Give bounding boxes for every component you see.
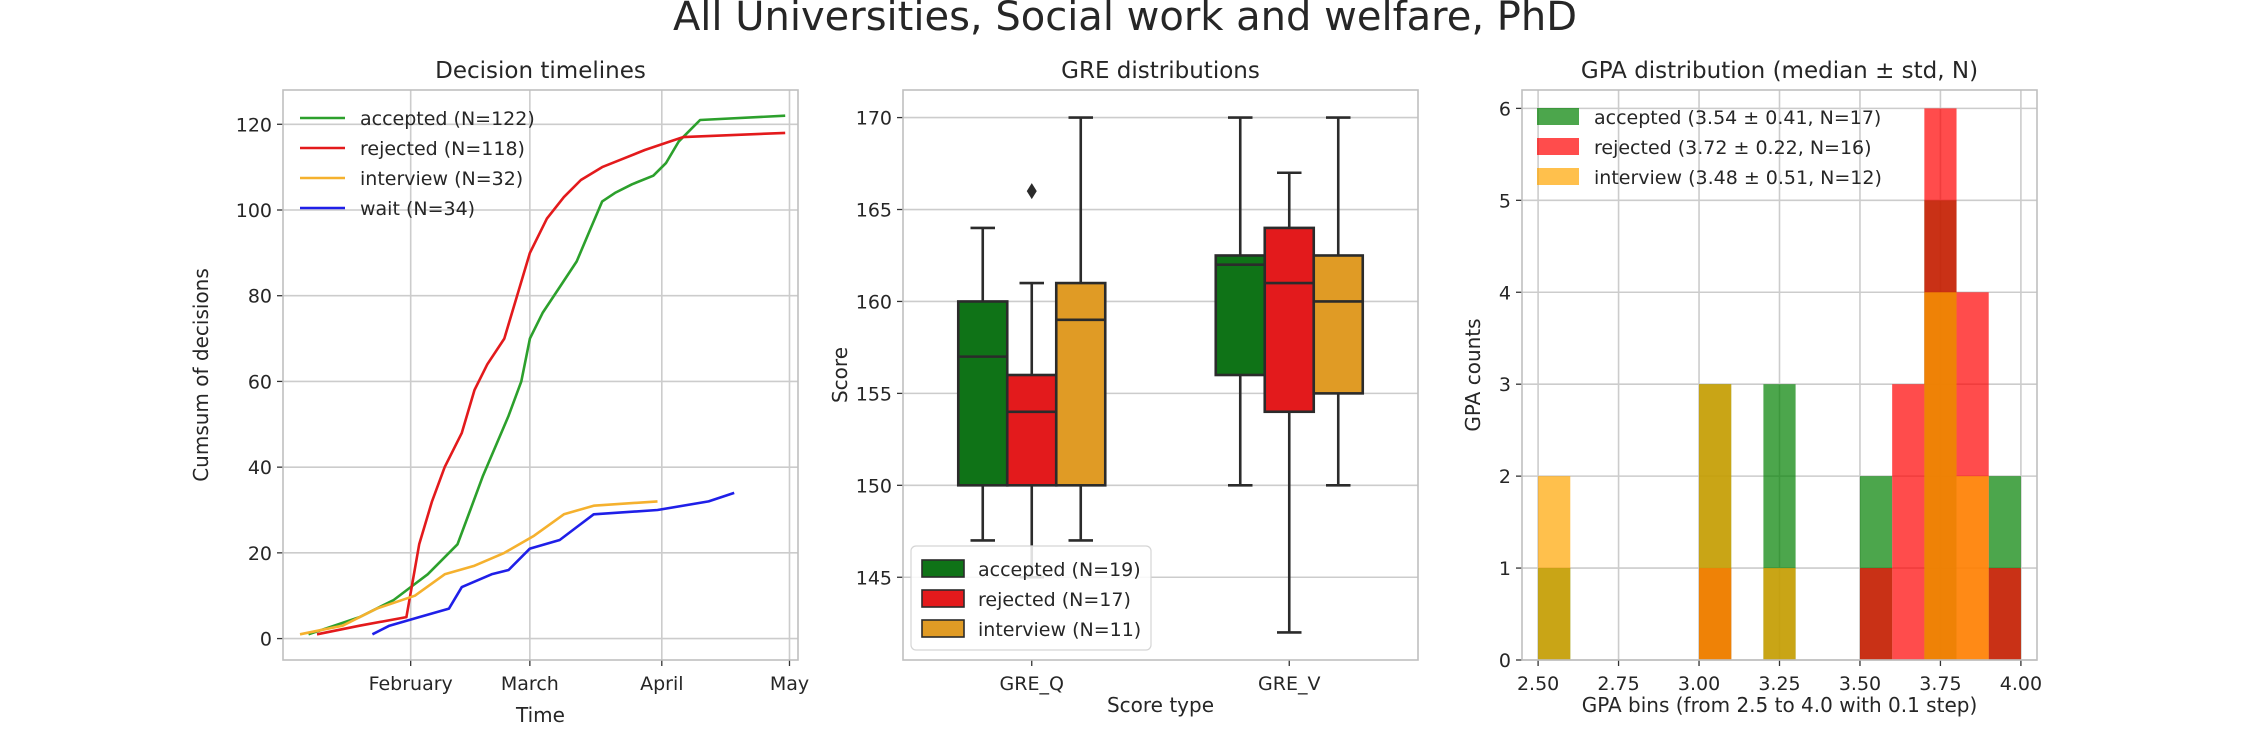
timeline-x-tick-label: April bbox=[640, 673, 683, 695]
timeline-x-tick-label: February bbox=[369, 673, 453, 695]
gpa-axes-frame bbox=[1521, 89, 2038, 661]
histogram-bar-interview bbox=[1763, 568, 1796, 660]
timeline-y-tick-label: 120 bbox=[236, 114, 272, 136]
gpa-distribution-panel: 0 1 2 3 4 5 6 2.50 2.75 3.00 3.25 3.50 3.75 4.00 GPA d… bbox=[1461, 58, 2042, 717]
gpa-x-tick-label: 3.00 bbox=[1678, 673, 1720, 695]
gre-y-tick-label: 145 bbox=[856, 567, 892, 589]
legend-label-interview: interview (N=32) bbox=[360, 168, 523, 190]
legend-label-accepted: accepted (N=19) bbox=[978, 559, 1141, 581]
gpa-y-axis-label: GPA counts bbox=[1461, 318, 1485, 431]
legend-label-accepted: accepted (3.54 ± 0.41, N=17) bbox=[1594, 107, 1881, 129]
gre-axes-frame bbox=[902, 89, 1419, 661]
gre-y-tick-label: 165 bbox=[856, 200, 892, 222]
gre-x-axis-label: Score type bbox=[1107, 693, 1214, 717]
gpa-y-tick-label: 5 bbox=[1499, 190, 1511, 212]
gpa-y-tick-label: 0 bbox=[1499, 650, 1511, 672]
timeline-y-tick-label: 0 bbox=[260, 629, 272, 651]
legend-swatch-rejected bbox=[1537, 138, 1579, 155]
gpa-x-tick-label: 2.75 bbox=[1597, 673, 1639, 695]
timeline-y-axis-label: Cumsum of decisions bbox=[189, 268, 213, 482]
box-interview-gre-v bbox=[1312, 254, 1365, 395]
histogram-bar-rejected bbox=[1988, 568, 2021, 660]
histogram-bar-interview bbox=[1924, 292, 1957, 660]
gpa-x-tick-label: 3.50 bbox=[1839, 673, 1881, 695]
histogram-bar-interview bbox=[1956, 476, 1989, 660]
histogram-bar-interview bbox=[1699, 384, 1732, 660]
gpa-y-tick-label: 2 bbox=[1499, 466, 1511, 488]
legend-swatch-interview bbox=[921, 619, 965, 638]
gpa-x-axis-label: GPA bins (from 2.5 to 4.0 with 0.1 step) bbox=[1582, 693, 1978, 717]
timeline-x-tick-label: March bbox=[501, 673, 559, 695]
gre-distributions-panel: 145 150 155 160 165 170 GRE_Q GRE_V GRE distribu… bbox=[828, 58, 1419, 717]
timeline-y-tick-label: 80 bbox=[248, 286, 272, 308]
gre-x-tick-label-gre-v: GRE_V bbox=[1258, 673, 1320, 695]
legend-label-interview: interview (3.48 ± 0.51, N=12) bbox=[1594, 167, 1882, 189]
figure-suptitle: All Universities, Social work and welfar… bbox=[673, 0, 1577, 40]
legend-swatch-accepted bbox=[921, 559, 965, 578]
timeline-x-tick-label: May bbox=[770, 673, 809, 695]
histogram-bar-rejected bbox=[1892, 384, 1925, 660]
timeline-y-tick-label: 100 bbox=[236, 200, 272, 222]
gpa-y-tick-label: 3 bbox=[1499, 374, 1511, 396]
legend-label-accepted: accepted (N=122) bbox=[360, 108, 535, 130]
box-accepted-gre-q bbox=[956, 300, 1009, 487]
gpa-y-tick-label: 6 bbox=[1499, 98, 1511, 120]
gpa-x-tick-label: 4.00 bbox=[2000, 673, 2042, 695]
histogram-bar-rejected bbox=[1859, 568, 1893, 660]
timeline-y-tick-label: 60 bbox=[248, 371, 272, 393]
gre-y-axis-label: Score bbox=[828, 347, 852, 403]
legend-label-rejected: rejected (N=17) bbox=[978, 589, 1131, 611]
legend-label-interview: interview (N=11) bbox=[978, 619, 1141, 641]
gpa-x-tick-label: 3.75 bbox=[1919, 673, 1961, 695]
series-line-rejected bbox=[316, 131, 786, 636]
legend-label-wait: wait (N=34) bbox=[360, 198, 475, 220]
legend-label-rejected: rejected (3.72 ± 0.22, N=16) bbox=[1594, 137, 1872, 159]
box-interview-gre-q bbox=[1054, 281, 1107, 487]
gre-y-tick-label: 160 bbox=[856, 291, 892, 313]
gpa-x-tick-label: 3.25 bbox=[1758, 673, 1800, 695]
timeline-y-tick-label: 20 bbox=[248, 543, 272, 565]
gre-y-tick-label: 150 bbox=[856, 475, 892, 497]
timeline-axes-frame bbox=[282, 89, 799, 661]
gpa-title: GPA distribution (median ± std, N) bbox=[1581, 58, 1978, 84]
timeline-y-tick-label: 40 bbox=[248, 457, 272, 479]
gpa-y-tick-label: 1 bbox=[1499, 558, 1511, 580]
gpa-x-tick-label: 2.50 bbox=[1517, 673, 1559, 695]
timeline-plot-area bbox=[283, 90, 798, 660]
gre-y-tick-label: 155 bbox=[856, 383, 892, 405]
gre-legend bbox=[910, 545, 1152, 651]
series-line-accepted bbox=[308, 114, 786, 636]
series-line-interview bbox=[299, 500, 658, 636]
gre-y-tick-label: 170 bbox=[856, 108, 892, 130]
box-rejected-gre-q bbox=[1005, 373, 1058, 487]
series-line-wait bbox=[371, 491, 735, 636]
box-accepted-gre-v bbox=[1214, 254, 1267, 377]
gre-x-tick-label-gre-q: GRE_Q bbox=[1000, 673, 1064, 695]
histogram-bar-interview bbox=[1538, 476, 1571, 660]
legend-swatch-accepted bbox=[1537, 108, 1579, 125]
gre-title: GRE distributions bbox=[1061, 58, 1260, 84]
legend-swatch-interview bbox=[1537, 168, 1579, 185]
box-rejected-gre-v bbox=[1263, 226, 1316, 414]
timeline-x-axis-label: Time bbox=[515, 703, 565, 727]
decision-timelines-panel: 0 20 40 60 80 100 120 February March April May Deci… bbox=[189, 58, 809, 727]
box-outlier-rejected-gre-q bbox=[1026, 183, 1037, 200]
legend-swatch-rejected bbox=[921, 589, 965, 608]
legend-label-rejected: rejected (N=118) bbox=[360, 138, 525, 160]
timeline-title: Decision timelines bbox=[435, 58, 646, 84]
gpa-y-tick-label: 4 bbox=[1499, 282, 1511, 304]
